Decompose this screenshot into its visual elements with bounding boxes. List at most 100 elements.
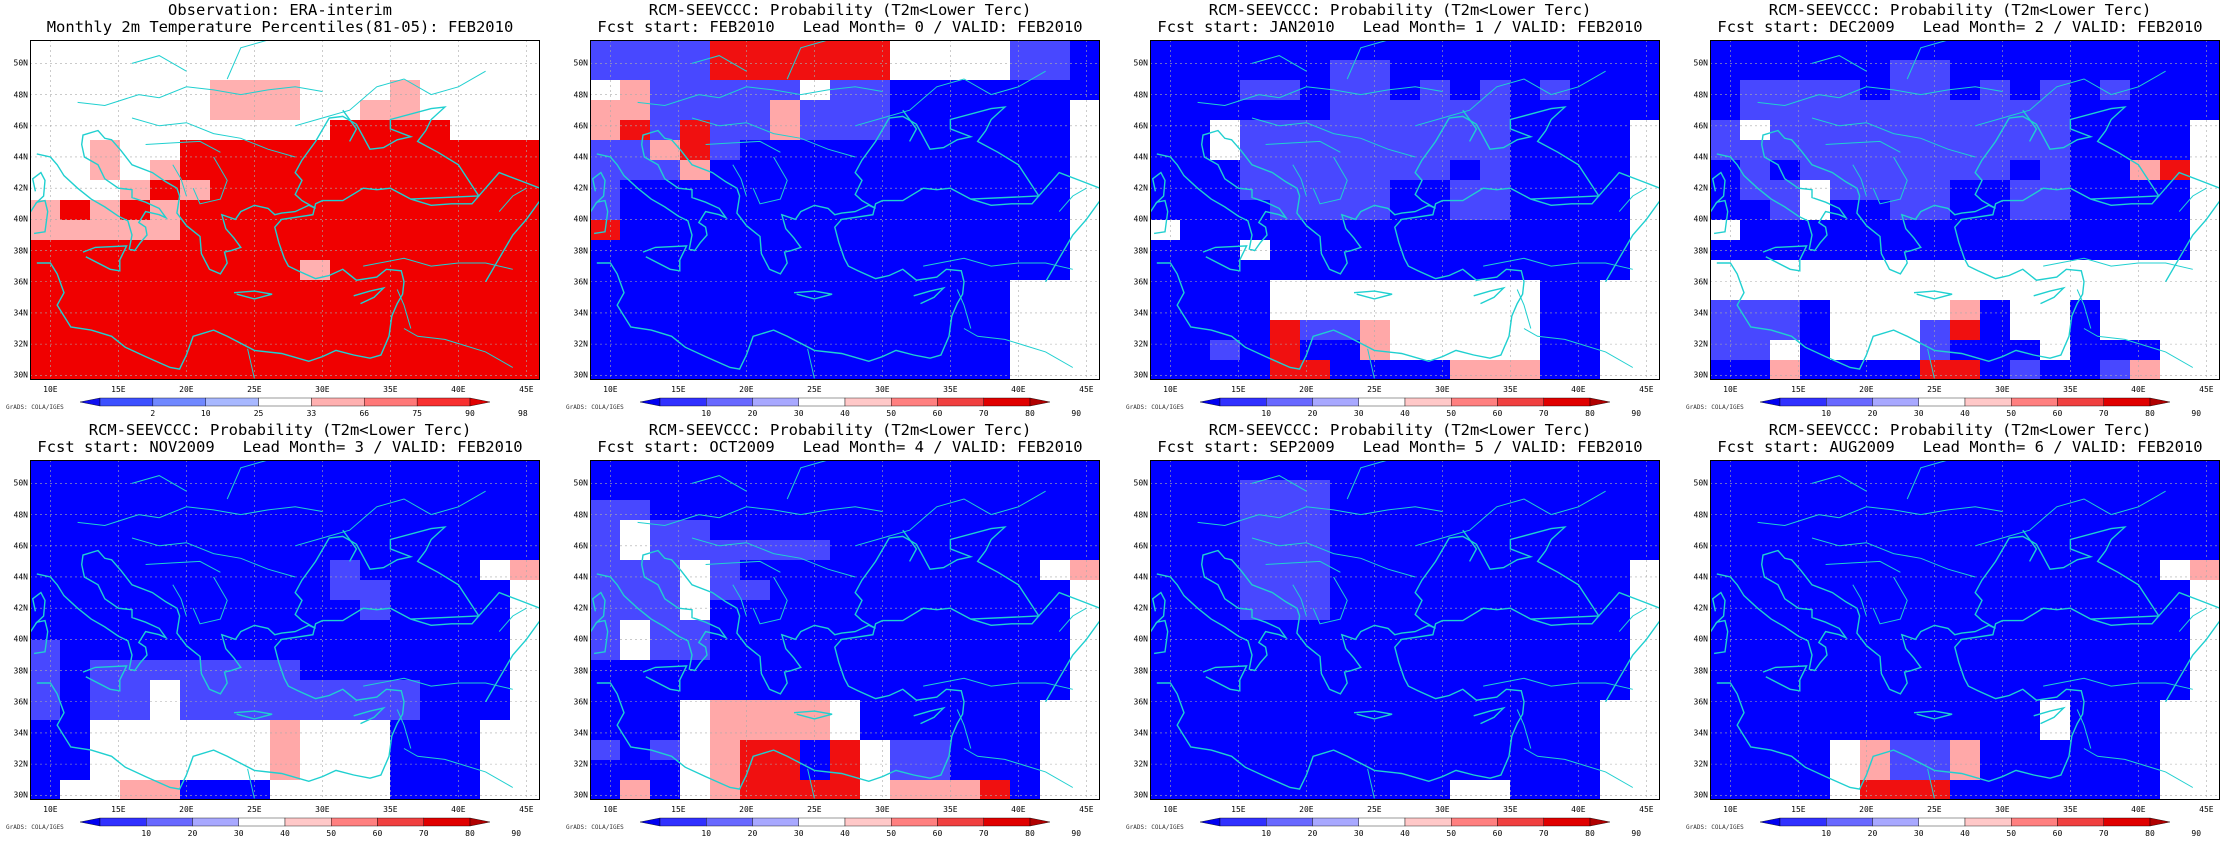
- colorbar-segment: [284, 817, 332, 827]
- grid-cell: [2100, 80, 2131, 101]
- grid-cell: [680, 580, 711, 601]
- grid-cell: [1800, 160, 1831, 181]
- grid-cell: [1450, 280, 1481, 301]
- grid-cell: [1420, 120, 1451, 141]
- lat-tick-label: 38N: [1133, 666, 1148, 676]
- grid-cell: [1450, 360, 1481, 380]
- grid-cell: [450, 280, 481, 301]
- grid-cell: [1860, 700, 1891, 721]
- grid-cell: [1860, 300, 1891, 321]
- colorbar-label: 40: [280, 829, 290, 838]
- grid-cell: [950, 260, 981, 281]
- grid-cell: [360, 220, 391, 241]
- grid-cell: [1150, 320, 1181, 341]
- grid-cell: [830, 100, 861, 121]
- grid-cell: [950, 160, 981, 181]
- grid-cell: [1950, 120, 1981, 141]
- grid-cell: [1300, 460, 1331, 481]
- grid-cell: [1330, 580, 1361, 601]
- colorbar-label: 10: [200, 409, 211, 418]
- grid-cell: [1860, 600, 1891, 621]
- grid-cell: [1270, 720, 1301, 741]
- grid-cell: [830, 360, 861, 380]
- grid-cell: [770, 260, 801, 281]
- grid-cell: [2130, 200, 2161, 221]
- colorbar-label: 30: [1353, 409, 1364, 418]
- map-plot: [30, 460, 540, 800]
- border-line: [145, 560, 221, 573]
- map-frame: [590, 460, 1100, 800]
- colorbar-segment: [2011, 817, 2058, 827]
- grid-cell: [950, 580, 981, 601]
- grid-cell: [150, 480, 181, 501]
- grid-cell: [2130, 100, 2161, 121]
- grid-cell: [150, 720, 181, 741]
- border-line: [923, 677, 1073, 690]
- colorbar-segment: [2149, 397, 2170, 407]
- lon-tick-label: 45E: [2199, 805, 2214, 814]
- grid-cell: [860, 600, 891, 621]
- colorbar-label: 70: [978, 829, 989, 838]
- grid-cell: [1330, 740, 1361, 761]
- grid-cell: [150, 100, 181, 121]
- grid-cell: [90, 200, 121, 221]
- grid-cell: [420, 680, 451, 701]
- grid-cell: [1510, 360, 1541, 380]
- grid-cell: [770, 460, 801, 481]
- colorbar-label: 10: [1821, 409, 1832, 418]
- lat-tick-label: 32N: [573, 339, 588, 349]
- lon-tick-label: 25E: [247, 805, 262, 814]
- grid-cell: [1740, 200, 1771, 221]
- grid-cell: [860, 480, 891, 501]
- grid-cell: [240, 180, 271, 201]
- grid-cell: [1210, 100, 1241, 121]
- coastline: [1710, 619, 1729, 655]
- grid-cell: [150, 740, 181, 761]
- coastline: [353, 286, 386, 305]
- grid-cell: [1740, 220, 1771, 241]
- grid-cell: [2190, 780, 2220, 800]
- grid-cell: [1270, 340, 1301, 361]
- coastline: [342, 529, 358, 562]
- grid-cell: [1540, 640, 1571, 661]
- grid-cell: [1830, 760, 1861, 781]
- grid-cell: [1600, 280, 1631, 301]
- grid-cell: [620, 580, 651, 601]
- grid-cell: [2190, 500, 2220, 521]
- grid-cell: [1270, 760, 1301, 781]
- grid-cell: [510, 260, 540, 281]
- grid-cell: [390, 60, 421, 81]
- grid-cell: [860, 300, 891, 321]
- grid-cell: [1830, 500, 1861, 521]
- grid-cell: [300, 600, 331, 621]
- grid-cell: [1890, 640, 1921, 661]
- grid-cell: [90, 540, 121, 561]
- grid-cell: [1300, 520, 1331, 541]
- grid-cell: [1540, 280, 1571, 301]
- grid-cell: [1600, 720, 1631, 741]
- grid-cell: [1040, 40, 1071, 61]
- panel-title: RCM-SEEVCCC: Probability (T2m<Lower Terc…: [1208, 421, 1592, 439]
- grid-cell: [1150, 260, 1181, 281]
- lat-tick-label: 36N: [1693, 697, 1708, 707]
- grid-cell: [620, 100, 651, 121]
- grid-cell: [90, 180, 121, 201]
- grid-cell: [1540, 300, 1571, 321]
- grid-cell: [1920, 700, 1951, 721]
- grid-cell: [890, 700, 921, 721]
- grid-cell: [1010, 760, 1041, 781]
- grid-cell: [1770, 460, 1801, 481]
- grid-cell: [390, 560, 421, 581]
- grid-cell: [420, 720, 451, 741]
- colorbar-label: 80: [1585, 409, 1595, 418]
- grid-cell: [860, 260, 891, 281]
- border-line: [1811, 537, 1976, 578]
- grid-cell: [1540, 160, 1571, 181]
- grid-cell: [590, 700, 621, 721]
- grid-cell: [740, 100, 771, 121]
- grid-cell: [1360, 580, 1391, 601]
- grid-cell: [1600, 340, 1631, 361]
- grid-cell: [60, 560, 91, 581]
- grid-cell: [120, 720, 151, 741]
- grid-cell: [1330, 780, 1361, 800]
